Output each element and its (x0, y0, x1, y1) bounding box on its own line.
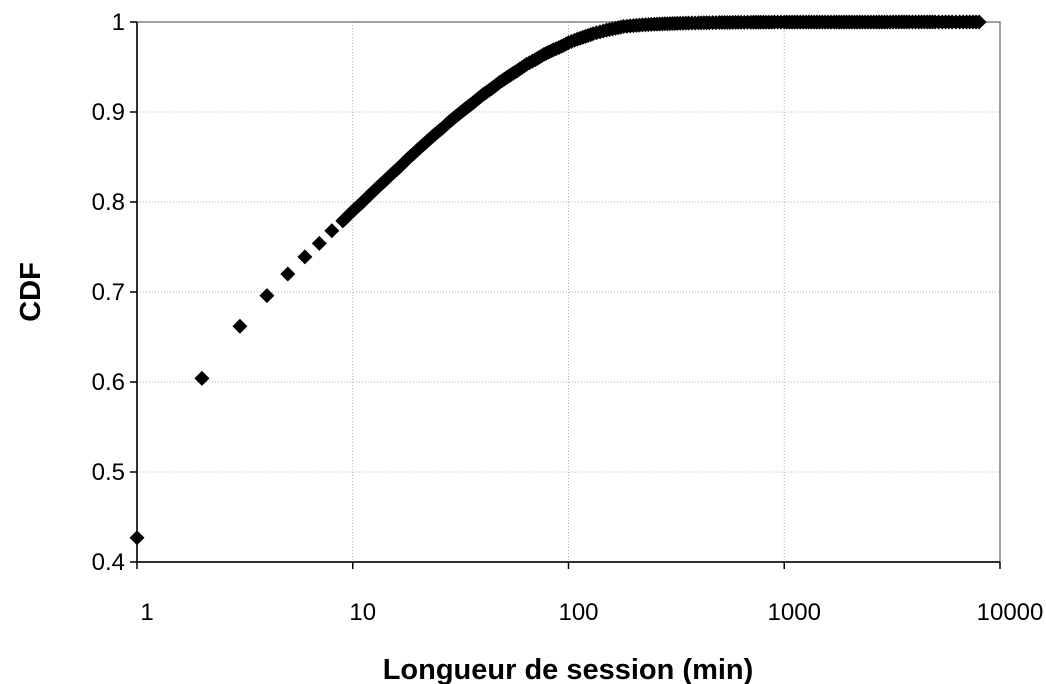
y-tick-label: 0.5 (92, 459, 125, 486)
y-tick-label: 1 (112, 9, 125, 36)
data-point-marker (129, 530, 145, 546)
axes (130, 21, 1001, 569)
x-tick-label: 1 (140, 599, 153, 626)
y-tick-label: 0.9 (92, 99, 125, 126)
y-axis-title: CDF (15, 262, 47, 322)
data-point-marker (280, 266, 296, 282)
x-tick-label: 10 (349, 599, 376, 626)
x-tick-label: 1000 (768, 599, 821, 626)
data-point-marker (971, 14, 987, 30)
y-tick-labels: 0.4 0.5 0.6 0.7 0.8 0.9 1 (92, 9, 125, 576)
grid-lines (137, 22, 1000, 562)
x-tick-label: 10000 (977, 599, 1044, 626)
data-series (129, 14, 987, 546)
data-point-marker (194, 370, 210, 386)
y-tick-label: 0.4 (92, 549, 125, 576)
y-tick-label: 0.7 (92, 279, 125, 306)
x-axis-title: Longueur de session (min) (383, 654, 754, 684)
data-point-marker (297, 249, 313, 265)
data-point-marker (259, 288, 275, 304)
data-point-marker (311, 235, 327, 251)
data-point-marker (324, 223, 340, 239)
data-point-marker (232, 318, 248, 334)
x-tick-labels: 1 10 100 1000 10000 (140, 599, 1043, 626)
x-tick-label: 100 (558, 599, 598, 626)
y-tick-label: 0.8 (92, 189, 125, 216)
y-tick-label: 0.6 (92, 369, 125, 396)
